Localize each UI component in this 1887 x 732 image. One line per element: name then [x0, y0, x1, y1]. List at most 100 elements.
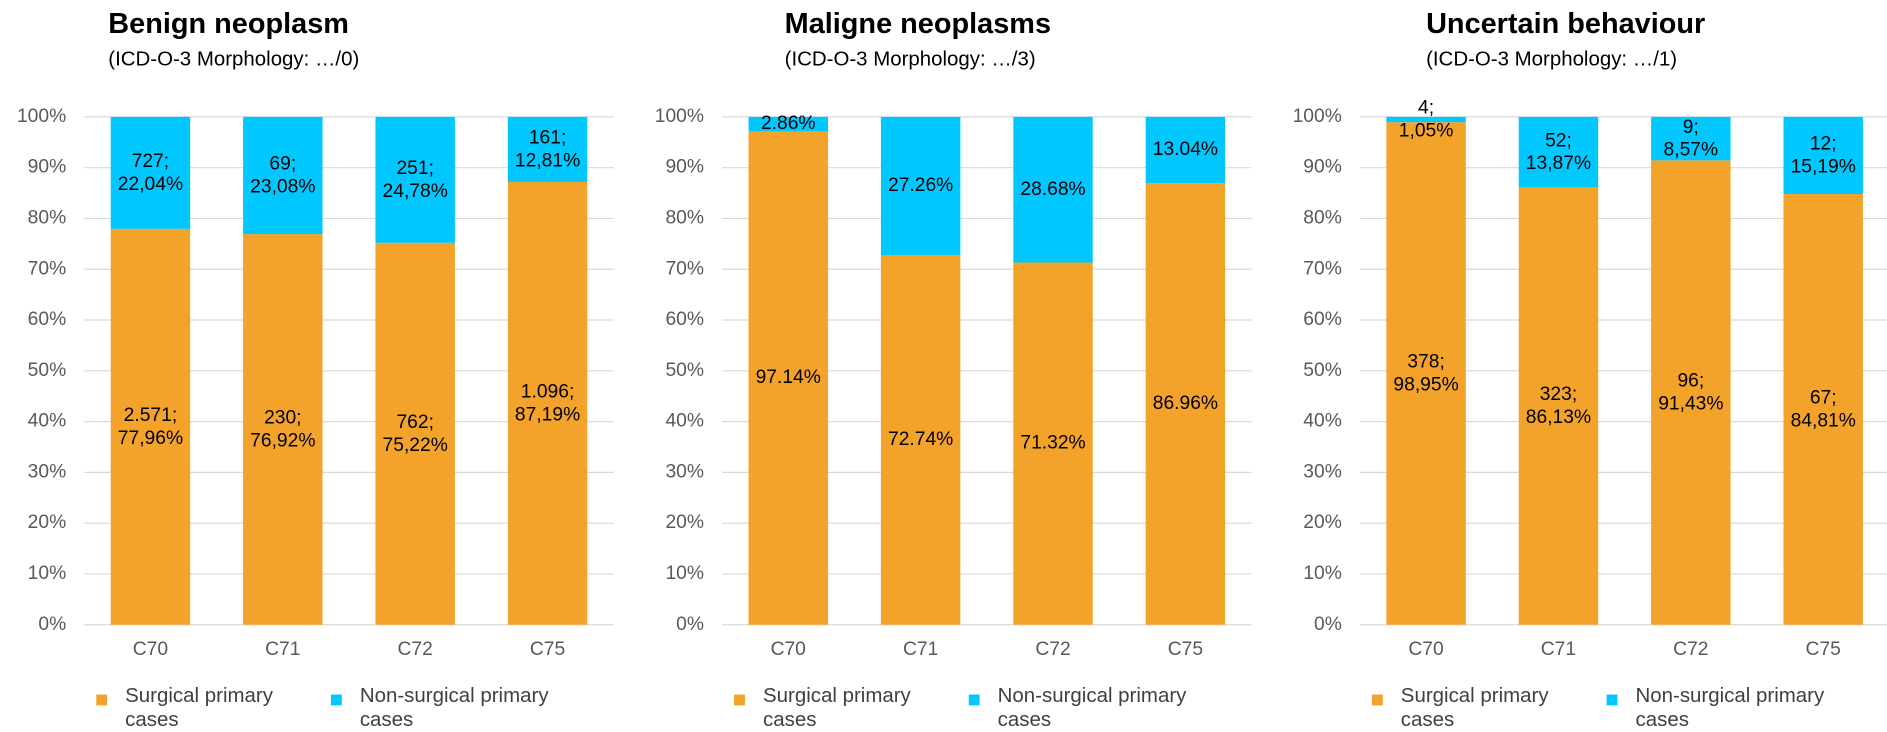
y-tick-label: 80% [28, 208, 67, 229]
data-label-line: 9; [1683, 117, 1699, 138]
bar-segment [1145, 116, 1226, 184]
y-tick-label: 10% [665, 563, 704, 584]
bar-segment [748, 131, 828, 625]
data-label-line: 52; [1545, 130, 1572, 151]
chart-title: Maligne neoplasms [785, 8, 1051, 40]
y-tick-label: 90% [28, 157, 67, 178]
y-tick-label: 50% [28, 360, 67, 381]
bar-segment [1651, 160, 1731, 625]
y-tick-label: 10% [28, 563, 67, 584]
bar-segment [1518, 116, 1599, 188]
y-tick-label: 30% [1303, 461, 1342, 482]
legend-label: Surgical primary cases [1400, 683, 1549, 731]
data-label-line: 12,81% [515, 151, 580, 172]
legend-label: Non-surgical primary cases [1635, 683, 1825, 731]
bar-segment [880, 255, 961, 625]
data-label-line: 161; [529, 128, 566, 149]
legend-entry: Surgical primary cases [125, 684, 273, 731]
legend-label: Non-surgical primary cases [997, 683, 1187, 731]
x-tick-label: C75 [530, 639, 565, 660]
bar-segment [507, 116, 588, 182]
data-label-line: 15,19% [1791, 157, 1856, 178]
legend-label: Surgical primary cases [762, 683, 911, 731]
bar-segment [243, 116, 323, 235]
chart-title: Uncertain behaviour [1426, 8, 1705, 40]
data-label-line: 23,08% [250, 177, 315, 198]
bar-segment [1783, 194, 1863, 625]
data-label-line: 8,57% [1664, 140, 1719, 161]
data-label: 12; 15,19% [1791, 134, 1856, 178]
y-tick-label: 60% [665, 309, 704, 330]
data-label-line: 96; [1677, 371, 1704, 392]
y-tick-label: 40% [28, 411, 67, 432]
data-label: 52; 13,87% [1526, 130, 1591, 174]
data-label-line: 76,92% [250, 431, 315, 452]
legend-label: Non-surgical primary cases [359, 683, 549, 731]
y-tick-label: 90% [1303, 157, 1342, 178]
data-label: 69; 23,08% [250, 154, 315, 198]
legend-marker [330, 694, 342, 706]
x-tick-label: C70 [771, 639, 806, 660]
x-tick-label: C71 [903, 639, 938, 660]
data-label: 9; 8,57% [1664, 117, 1719, 161]
chart: Benign neoplasm (ICD-O-3 Morphology: …/0)… [17, 8, 614, 731]
data-label: 72.74% [888, 429, 953, 450]
legend-marker [734, 694, 745, 706]
y-tick-label: 50% [1303, 360, 1342, 381]
y-tick-label: 80% [665, 208, 704, 229]
x-tick-label: C72 [398, 639, 433, 660]
chart: Maligne neoplasms (ICD-O-3 Morphology: …/… [655, 8, 1252, 731]
data-label: 1.096; 87,19% [515, 382, 580, 426]
legend-marker [1606, 694, 1618, 706]
bar-segment [1518, 187, 1599, 625]
chart-subtitle: (ICD-O-3 Morphology: …/3) [785, 48, 1036, 71]
data-label-line: 230; [264, 408, 301, 429]
data-label: 13.04% [1153, 139, 1218, 160]
y-tick-label: 30% [665, 461, 704, 482]
bar-segment [1651, 116, 1731, 161]
legend-entry: Non-surgical primary cases [1635, 683, 1825, 731]
data-label-line: 22,04% [118, 174, 183, 195]
bar-segment [1386, 122, 1466, 625]
legend-entry: Non-surgical primary cases [997, 683, 1187, 731]
bar-segment [1783, 116, 1863, 195]
bar-segment [507, 181, 588, 625]
bar-segment [1386, 116, 1466, 123]
data-label: 378; 98,95% [1393, 352, 1458, 396]
y-tick-label: 20% [665, 512, 704, 533]
y-tick-label: 20% [28, 512, 67, 533]
legend-marker [1371, 694, 1383, 706]
data-label-line: 323; [1540, 384, 1577, 405]
data-label-line: 4; [1418, 98, 1434, 119]
bar-segment [748, 116, 828, 132]
data-label: 27.26% [888, 175, 953, 196]
y-tick-label: 0% [1314, 614, 1342, 635]
chart-title: Benign neoplasm [108, 8, 349, 40]
data-label: 727; 22,04% [118, 151, 183, 195]
x-tick-label: C72 [1035, 639, 1070, 660]
data-label-line: 69; [269, 154, 296, 175]
x-tick-label: C71 [265, 639, 300, 660]
legend-entry: Surgical primary cases [762, 683, 911, 731]
data-label-line: 378; [1407, 352, 1444, 373]
data-label: 96; 91,43% [1658, 371, 1723, 415]
data-label: 762; 75,22% [383, 412, 448, 456]
y-tick-label: 10% [1303, 563, 1342, 584]
y-tick-label: 0% [38, 614, 66, 635]
data-label-line: 84,81% [1791, 410, 1856, 431]
data-label: 323; 86,13% [1526, 384, 1591, 428]
bar-segment [375, 116, 455, 243]
data-label: 2.571; 77,96% [118, 405, 183, 449]
data-label-line: 762; [396, 412, 433, 433]
y-tick-label: 100% [17, 106, 66, 127]
y-tick-label: 40% [665, 411, 704, 432]
data-label-line: 251; [396, 158, 433, 179]
y-tick-label: 0% [676, 614, 704, 635]
bar-segment [880, 116, 961, 256]
y-tick-label: 100% [655, 106, 704, 127]
data-label-line: 75,22% [383, 435, 448, 456]
y-tick-label: 80% [1303, 208, 1342, 229]
data-label-line: 98,95% [1393, 375, 1458, 396]
